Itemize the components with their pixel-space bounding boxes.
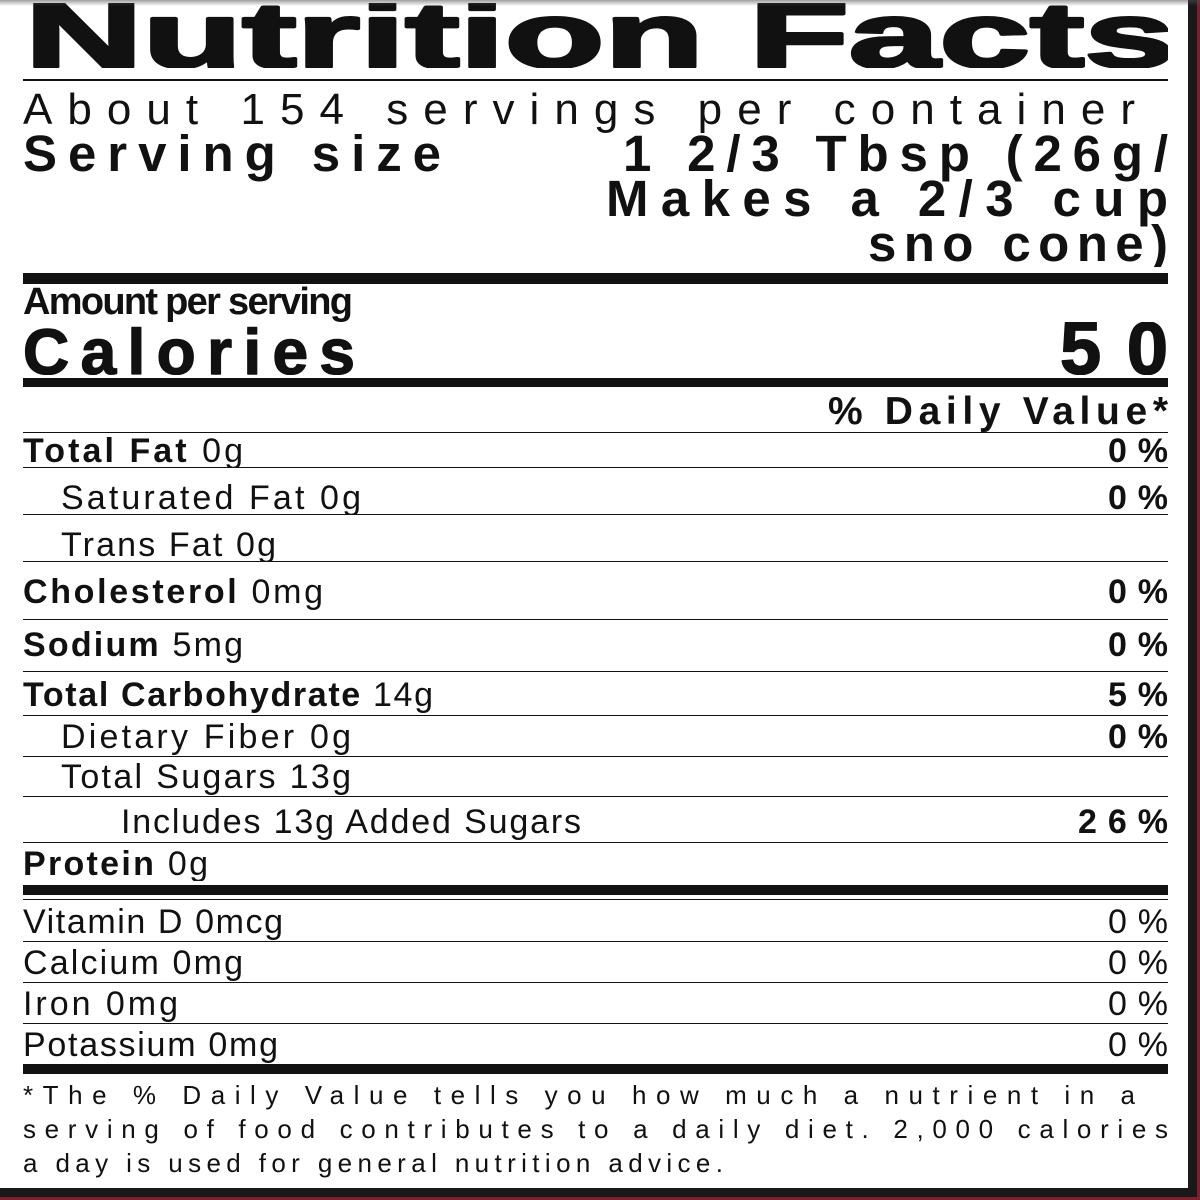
svg-text:0%: 0% <box>1108 626 1168 664</box>
svg-text:% Daily Value*: % Daily Value* <box>828 390 1168 432</box>
svg-text:Saturated Fat 0g: Saturated Fat 0g <box>61 479 361 514</box>
svg-text:0%: 0% <box>1108 573 1168 611</box>
svg-text:Calcium 0mg: Calcium 0mg <box>23 944 243 982</box>
svg-text:About 154 servings per contain: About 154 servings per container <box>23 87 1135 133</box>
svg-text:0%: 0% <box>1108 718 1168 756</box>
svg-text:Trans Fat 0g: Trans Fat 0g <box>61 526 276 561</box>
svg-text:Nutrition Facts: Nutrition Facts <box>25 3 1168 68</box>
svg-text:*The % Daily Value tells you h: *The % Daily Value tells you how much a … <box>23 1080 1136 1110</box>
svg-text:Dietary Fiber 0g: Dietary Fiber 0g <box>61 718 351 756</box>
svg-text:sno cone): sno cone) <box>868 215 1168 267</box>
svg-text:Total Fat 0g: Total Fat 0g <box>23 432 243 467</box>
svg-text:0%: 0% <box>1108 985 1168 1023</box>
svg-text:Total Sugars 13g: Total Sugars 13g <box>61 758 351 796</box>
svg-text:50: 50 <box>1060 322 1168 375</box>
svg-text:Cholesterol 0mg: Cholesterol 0mg <box>23 573 323 611</box>
svg-text:5%: 5% <box>1108 676 1168 714</box>
svg-text:0%: 0% <box>1108 1026 1168 1064</box>
svg-text:serving of food contributes to: serving of food contributes to a daily d… <box>23 1114 1168 1144</box>
svg-text:Vitamin D 0mcg: Vitamin D 0mcg <box>23 903 283 941</box>
svg-text:0%: 0% <box>1108 432 1168 467</box>
svg-text:Iron 0mg: Iron 0mg <box>23 985 178 1023</box>
svg-text:26%: 26% <box>1078 803 1168 841</box>
svg-text:Potassium 0mg: Potassium 0mg <box>23 1026 278 1064</box>
svg-text:0%: 0% <box>1108 903 1168 941</box>
svg-text:Serving size: Serving size <box>23 133 441 182</box>
svg-text:a day is used for general nutr: a day is used for general nutrition advi… <box>23 1148 723 1178</box>
svg-text:Sodium 5mg: Sodium 5mg <box>23 626 243 664</box>
svg-text:Includes 13g Added Sugars: Includes 13g Added Sugars <box>121 803 581 841</box>
svg-text:Calories: Calories <box>23 322 355 375</box>
svg-text:Amount per serving: Amount per serving <box>23 284 353 322</box>
svg-text:0%: 0% <box>1108 479 1168 514</box>
svg-text:Total Carbohydrate 14g: Total Carbohydrate 14g <box>23 676 433 714</box>
svg-text:Protein 0g: Protein 0g <box>23 845 208 881</box>
svg-text:0%: 0% <box>1108 944 1168 982</box>
